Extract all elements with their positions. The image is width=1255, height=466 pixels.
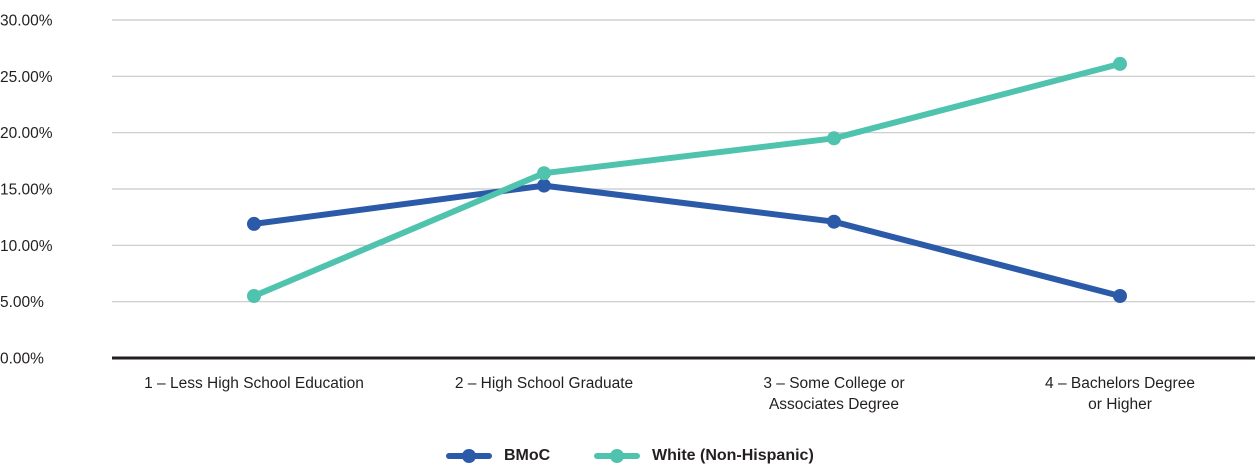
y-tick-label: 0.00% [0, 351, 44, 368]
series-point-0 [247, 216, 261, 231]
legend-item-bmoc: BMoC [446, 446, 550, 466]
series-line-1 [251, 60, 1123, 299]
series-point-1 [1113, 56, 1127, 71]
x-tick-label: 4 – Bachelors Degree or Higher [1045, 375, 1195, 413]
y-tick-label: 30.00% [0, 13, 53, 30]
legend-swatch-bmoc-icon [446, 446, 492, 466]
legend: BMoC White (Non-Hispanic) [0, 446, 1255, 466]
line-chart: 0.00% 5.00% 10.00% 15.00% 20.00% 25.00% 30.00%… [0, 13, 1255, 413]
y-tick-label: 20.00% [0, 125, 53, 142]
series-point-0 [1113, 289, 1127, 303]
y-tick-label: 25.00% [0, 69, 53, 86]
legend-swatch-bmoc-dot [462, 449, 476, 463]
x-tick-label: 1 – Less High School Education [144, 375, 364, 392]
series-point-1 [827, 131, 841, 146]
y-tick-label: 5.00% [0, 294, 44, 311]
series-line-0 [251, 182, 1123, 299]
x-tick-label: 2 – High School Graduate [455, 375, 633, 392]
legend-label-bmoc: BMoC [504, 447, 551, 464]
legend-item-white: White (Non-Hispanic) [594, 446, 814, 466]
y-tick-label: 15.00% [0, 182, 53, 199]
legend-swatch-white-dot [610, 449, 624, 463]
legend-swatch-white-icon [594, 446, 640, 466]
y-tick-label: 10.00% [0, 238, 53, 255]
series-point-0 [827, 214, 841, 229]
series-point-1 [537, 166, 551, 181]
x-tick-label: 3 – Some College or Associates Degree [763, 375, 904, 413]
series-point-0 [537, 178, 551, 193]
series-point-1 [247, 289, 261, 303]
legend-label-white: White (Non-Hispanic) [652, 447, 814, 464]
